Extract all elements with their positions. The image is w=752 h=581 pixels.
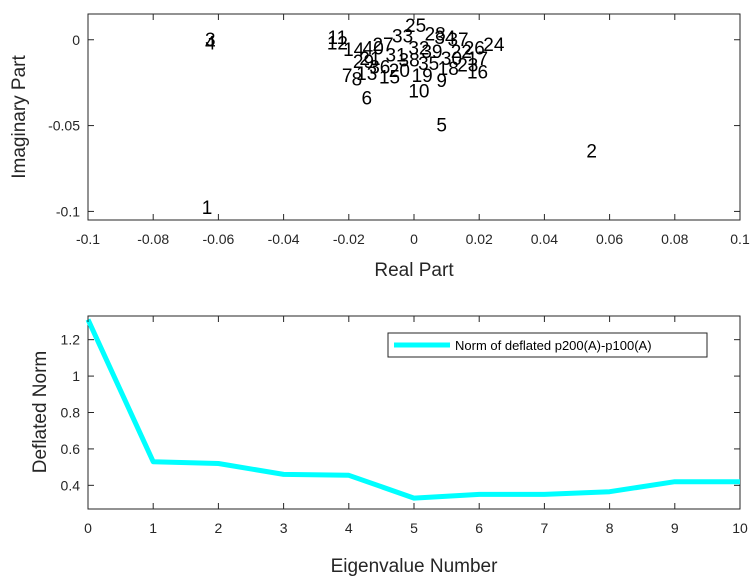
line-x-tick-label: 5 [410,520,418,536]
line-x-tick-label: 2 [215,520,223,536]
eigenvalue-label-5: 5 [436,116,447,137]
eigenvalue-label-40: 40 [363,38,384,59]
eigenvalue-label-6: 6 [361,88,372,109]
eigenvalue-label-4: 4 [205,33,216,54]
scatter-x-tick-label: 0.06 [596,231,623,247]
eigenvalue-label-37: 37 [447,30,468,51]
line-y-tick-label: 0.4 [61,477,81,493]
line-y-tick-label: 1 [72,368,80,384]
legend-entry-label: Norm of deflated p200(A)-p100(A) [455,338,652,353]
scatter-x-tick-label: -0.02 [333,231,365,247]
line-x-tick-label: 10 [732,520,748,536]
eigenvalue-label-39: 39 [421,42,442,63]
scatter-x-tick-label: 0.08 [661,231,688,247]
line-x-axis-label: Eigenvalue Number [331,556,499,577]
line-x-tick-label: 3 [280,520,288,536]
scatter-x-tick-label: -0.08 [137,231,169,247]
scatter-x-tick-label: 0.04 [531,231,558,247]
eigenvalue-label-33: 33 [392,26,413,47]
line-x-tick-label: 8 [606,520,614,536]
line-x-tick-label: 1 [149,520,157,536]
eigenvalue-label-2: 2 [586,141,597,162]
eigenvalue-label-38: 38 [399,50,420,71]
legend: Norm of deflated p200(A)-p100(A) [388,333,707,357]
line-x-tick-label: 6 [475,520,483,536]
scatter-x-tick-label: 0.1 [730,231,750,247]
line-x-tick-label: 7 [541,520,549,536]
eigenvalue-label-36: 36 [369,57,390,78]
line-x-tick-label: 9 [671,520,679,536]
line-y-tick-label: 0.6 [61,441,81,457]
scatter-y-tick-label: -0.1 [56,203,80,219]
scatter-y-tick-label: -0.05 [48,118,80,134]
scatter-x-tick-label: -0.06 [202,231,234,247]
scatter-x-tick-label: 0.02 [466,231,493,247]
eigenvalue-label-24: 24 [483,35,505,56]
scatter-x-tick-label: -0.1 [76,231,100,247]
eigenvalue-label-30: 30 [441,49,462,70]
scatter-y-tick-label: 0 [72,32,80,48]
line-y-tick-label: 0.8 [61,405,81,421]
scatter-x-tick-label: -0.04 [268,231,300,247]
scatter-y-axis-label: Imaginary Part [9,55,30,179]
line-y-axis-label: Deflated Norm [30,351,51,474]
line-y-tick-label: 1.2 [61,332,81,348]
scatter-x-tick-label: 0 [410,231,418,247]
line-x-tick-label: 4 [345,520,353,536]
eigenvalue-label-1: 1 [202,198,213,219]
scatter-x-axis-label: Real Part [374,260,454,281]
line-x-tick-label: 0 [84,520,92,536]
